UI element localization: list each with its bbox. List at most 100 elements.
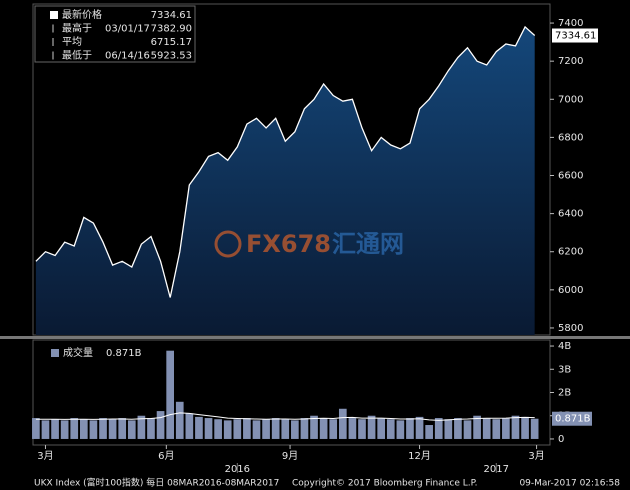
- volume-bar: [262, 419, 270, 439]
- plot-content: 5800 6000 6200 6400 6600 6800 7000 7200 7400 7334…: [32, 5, 598, 475]
- y-tick-label: 0: [558, 434, 564, 445]
- volume-bar: [482, 418, 491, 439]
- volume-bar: [80, 419, 88, 439]
- volume-bar: [223, 420, 232, 439]
- volume-bar: [415, 416, 424, 439]
- legend-date: 03/01/17: [105, 24, 150, 35]
- legend-date: 06/14/16: [105, 51, 150, 62]
- legend-value: 7334.61: [151, 10, 192, 21]
- volume-bar: [252, 420, 261, 439]
- volume-bar: [454, 418, 462, 439]
- footer-center: Copyright© 2017 Bloomberg Finance L.P.: [292, 479, 477, 489]
- volume-title-value: 0.871B: [106, 348, 142, 359]
- volume-bar: [108, 419, 117, 439]
- price-line: [35, 25, 536, 298]
- volume-bar: [396, 420, 405, 439]
- volume-bar: [60, 420, 69, 439]
- legend-name: 最高于: [62, 22, 92, 35]
- volume-bar: [530, 418, 539, 439]
- x-tick-label: 9月: [282, 450, 298, 462]
- footer-right: 09-Mar-2017 02:16:58: [519, 479, 620, 489]
- y-tick-label: 6200: [558, 247, 583, 258]
- volume-bar: [89, 420, 98, 439]
- volume-bar: [51, 419, 59, 439]
- volume-bar: [204, 418, 213, 439]
- y-tick-label: 6400: [558, 209, 583, 220]
- volume-bar: [492, 419, 501, 439]
- legend-value: 6715.17: [151, 37, 192, 48]
- volume-bar: [243, 418, 251, 439]
- last-price-box: [552, 28, 598, 43]
- y-tick-label: 6600: [558, 171, 583, 182]
- volume-bar: [271, 418, 280, 439]
- volume-bar: [32, 418, 40, 439]
- volume-bar: [367, 415, 376, 439]
- volume-average-line: [35, 412, 535, 421]
- volume-bar: [70, 418, 79, 439]
- price-area: [35, 26, 535, 336]
- volume-bar: [300, 418, 309, 439]
- volume-bar: [185, 413, 194, 439]
- y-tick-label: 7000: [558, 94, 583, 105]
- legend-name: 最新价格: [62, 8, 102, 21]
- volume-bar: [502, 418, 510, 439]
- watermark-icon: [214, 230, 242, 258]
- volume-bar: [521, 416, 529, 439]
- legend-name: 平均: [62, 36, 82, 48]
- y-tick-label: 7200: [558, 56, 583, 67]
- legend-box: [34, 5, 196, 63]
- volume-bar: [175, 401, 184, 439]
- volume-bar: [406, 418, 414, 439]
- y-tick-label: 6000: [558, 285, 583, 296]
- volume-bar: [166, 350, 174, 439]
- watermark: 汇通网: [332, 230, 404, 258]
- volume-bar: [195, 416, 203, 439]
- last-volume-box: [552, 411, 592, 426]
- last-volume-label: 0.871B: [555, 414, 591, 425]
- volume-bar: [444, 419, 453, 439]
- volume-bar: [233, 419, 242, 439]
- y-tick-label: 2B: [558, 388, 571, 399]
- volume-bar: [377, 418, 386, 439]
- y-tick-label: 7400: [558, 18, 583, 29]
- x-tick-label: 12月: [408, 450, 431, 462]
- volume-title: 成交量: [63, 346, 93, 359]
- legend-value: 7382.90: [151, 24, 192, 35]
- y-tick-label: 4B: [558, 341, 571, 352]
- volume-bar: [473, 415, 481, 439]
- y-tick-label: 3B: [558, 364, 571, 375]
- watermark: FX678: [246, 230, 331, 258]
- volume-bar: [463, 420, 472, 439]
- volume-bar: [127, 420, 136, 439]
- last-price-label: 7334.61: [555, 31, 596, 42]
- volume-bar: [99, 418, 107, 439]
- year-label: 2017: [484, 464, 509, 475]
- volume-legend-swatch: [51, 349, 59, 357]
- volume-bar: [281, 419, 290, 439]
- volume-bar: [329, 419, 338, 439]
- volume-bar: [147, 418, 155, 439]
- y-tick-label: 6800: [558, 132, 583, 143]
- volume-bar: [319, 418, 328, 439]
- volume-bar: [434, 418, 443, 439]
- footer-left: UKX Index (富时100指数) 每日 08MAR2016-08MAR20…: [34, 477, 279, 489]
- volume-bar: [425, 425, 433, 439]
- x-tick-label: 3月: [37, 450, 53, 462]
- y-tick-label: 5800: [558, 323, 583, 334]
- volume-bar: [348, 418, 357, 439]
- x-tick-label: 3月: [528, 450, 544, 462]
- year-label: 2016: [225, 464, 250, 475]
- volume-bar: [386, 419, 395, 439]
- volume-bar: [156, 411, 165, 439]
- volume-bar: [358, 419, 366, 439]
- volume-bar: [137, 415, 146, 439]
- volume-bar: [41, 420, 50, 439]
- volume-bar: [214, 419, 222, 439]
- volume-bar: [338, 408, 347, 439]
- volume-bar: [291, 420, 299, 439]
- volume-bar: [310, 415, 318, 439]
- x-tick-label: 6月: [158, 450, 174, 462]
- legend-name: 最低于: [62, 49, 92, 62]
- legend-swatch: [50, 11, 58, 19]
